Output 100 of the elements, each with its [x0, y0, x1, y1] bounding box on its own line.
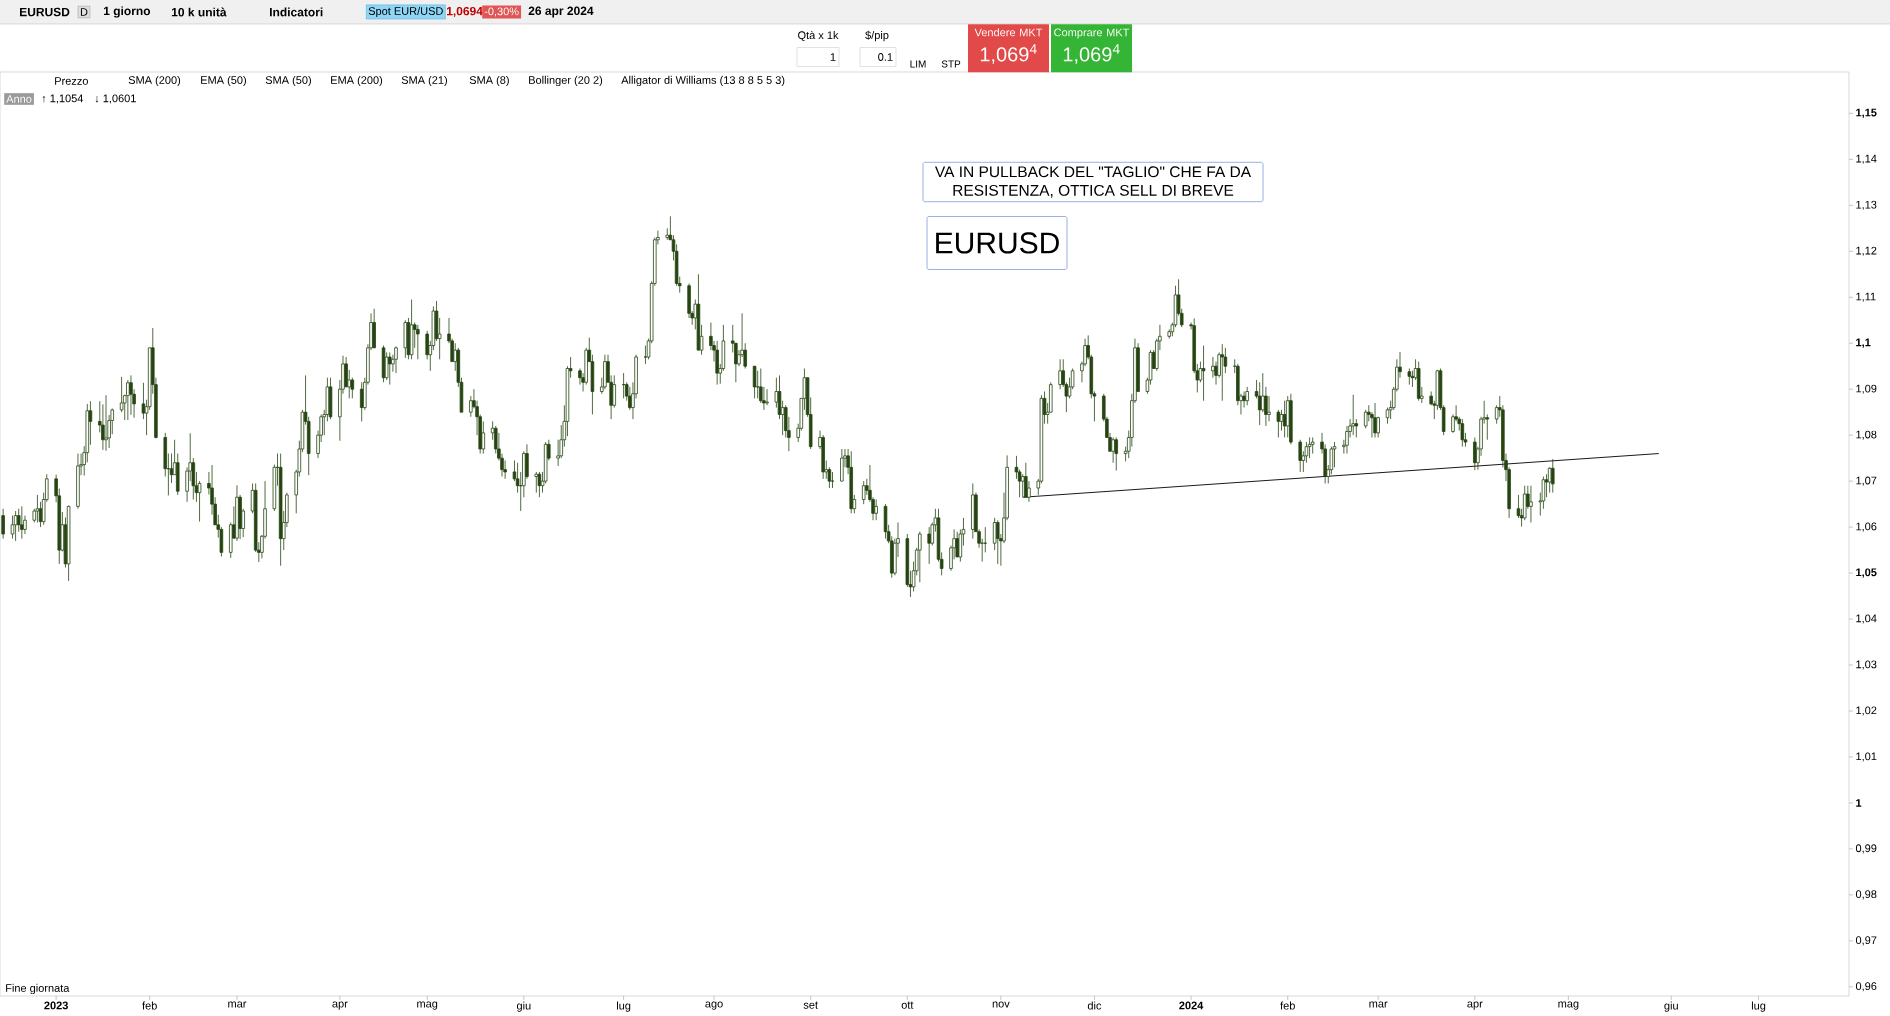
candlestick [1529, 485, 1533, 523]
annotation: SMA (21) [401, 75, 447, 87]
x-tick-label: mar [228, 1001, 247, 1008]
text: $/pip [865, 30, 889, 42]
y-tick-label: 0,97 [1855, 936, 1877, 946]
x-tick-label: mag [1558, 1001, 1579, 1010]
text: 26 apr 2024 [528, 6, 594, 18]
candlestick [1363, 409, 1368, 429]
x-tick-label: lug [617, 1001, 631, 1012]
y-tick-label: 1,07 [1856, 476, 1877, 486]
y-tick-label: 1,09 [1856, 384, 1877, 394]
x-tick-label: giu [516, 1001, 531, 1012]
candlestick [765, 388, 769, 406]
text: D [80, 8, 88, 16]
candlestick [1279, 409, 1284, 431]
annotation: Fine giornata [6, 983, 70, 995]
y-tick-label: 0,99 [1855, 844, 1877, 854]
annotation: Anno [6, 95, 32, 103]
candlestick [1114, 437, 1118, 471]
x-tick-label: lug [1751, 1001, 1766, 1012]
annotation: EMA (200) [331, 75, 383, 87]
candlestick [927, 526, 931, 565]
y-tick-label: 1,04 [1856, 614, 1877, 624]
candlestick [1, 508, 5, 539]
x-tick-label: 2024 [1179, 1001, 1204, 1010]
annotation: Prezzo [55, 77, 88, 85]
candlestick [534, 471, 539, 494]
annotation: ↓ 1,0601 [95, 94, 136, 104]
text: Vendere MKT [974, 28, 1043, 37]
candlestick [628, 386, 632, 411]
candlestick [1111, 437, 1115, 464]
candlestick [1282, 400, 1287, 438]
candlestick [388, 352, 392, 385]
candlestick [394, 346, 398, 374]
text: 1,069$^{4}$ [1063, 44, 1120, 64]
text: EURUSD [20, 7, 70, 17]
candlestick [104, 394, 108, 452]
x-tick-label: 2023 [44, 1001, 68, 1010]
candlestick [1245, 386, 1249, 406]
candlestick [1024, 462, 1028, 498]
x-tick-label: giu [1664, 1001, 1678, 1012]
annotation: SMA (8) [469, 75, 509, 87]
candlestick [1220, 343, 1225, 402]
candlestick [1485, 414, 1490, 441]
candlestick [20, 506, 24, 539]
candlestick [1027, 480, 1031, 503]
x-tick-label: dic [1087, 1001, 1102, 1010]
candlestick [1351, 394, 1355, 436]
text: 10 k unità [171, 7, 227, 17]
candlestick [129, 375, 133, 416]
text: Indicatori [270, 7, 323, 17]
y-tick-label: 1,05 [1856, 568, 1877, 578]
candlestick [126, 379, 130, 421]
candlestick [416, 324, 420, 360]
x-tick-label: apr [1467, 1001, 1483, 1010]
candlestick [1257, 381, 1262, 426]
y-tick-label: 1,11 [1856, 292, 1876, 302]
candlestick [715, 340, 719, 385]
y-tick-label: 1,01 [1856, 752, 1877, 762]
x-tick-label: feb [1280, 1001, 1295, 1010]
y-tick-label: 1,13 [1856, 200, 1877, 210]
y-tick-label: 1,02 [1856, 706, 1877, 716]
y-tick-label: 1,12 [1856, 246, 1877, 256]
candlestick [752, 365, 757, 399]
x-tick-label: ago [705, 1001, 723, 1010]
candlestick [918, 531, 922, 583]
candlestick [1310, 437, 1315, 454]
y-tick-label: 1,1 [1856, 338, 1871, 348]
x-tick-label: set [803, 1001, 818, 1009]
candlestick [537, 471, 542, 498]
candlestick [665, 227, 670, 241]
x-tick-label: mar [1369, 1001, 1388, 1008]
candlestick [1276, 409, 1281, 438]
candlestick [1551, 458, 1555, 494]
annotation: ↑ 1,1054 [42, 94, 84, 104]
x-tick-label: mag [417, 1001, 438, 1010]
candlestick [755, 370, 760, 399]
candlestick [612, 375, 616, 408]
text: STP [941, 60, 961, 68]
text: Comprare MKT [1054, 28, 1130, 39]
y-tick-label: 1,15 [1856, 108, 1877, 119]
text: 1,0694 [446, 6, 483, 18]
annotation: SMA (50) [265, 75, 311, 87]
annotation: VA IN PULLBACK DEL "TAGLIO" CHE FA DA RESISTENZA, OTTICA SELL DI BREVE [934, 166, 1252, 198]
candlestick [1201, 345, 1206, 402]
text: LIM [910, 60, 926, 68]
text: EURUSD [936, 232, 1059, 254]
candlestick [1307, 437, 1312, 459]
x-tick-label: nov [992, 1001, 1010, 1008]
y-tick-label: 0,96 [1855, 982, 1877, 992]
text: Qtà x 1k [798, 30, 839, 42]
annotation: Alligator di Williams (13 8 8 5 5 3) [621, 75, 785, 87]
y-tick-label: 1 [1856, 799, 1862, 807]
annotation: EMA (50) [201, 75, 246, 87]
y-tick-label: 1,08 [1856, 430, 1877, 440]
candlestick [830, 471, 835, 489]
candlestick [996, 519, 1000, 565]
x-tick-label: feb [142, 1001, 157, 1010]
x-tick-label: ott [901, 1001, 914, 1009]
candlestick [1020, 473, 1025, 498]
